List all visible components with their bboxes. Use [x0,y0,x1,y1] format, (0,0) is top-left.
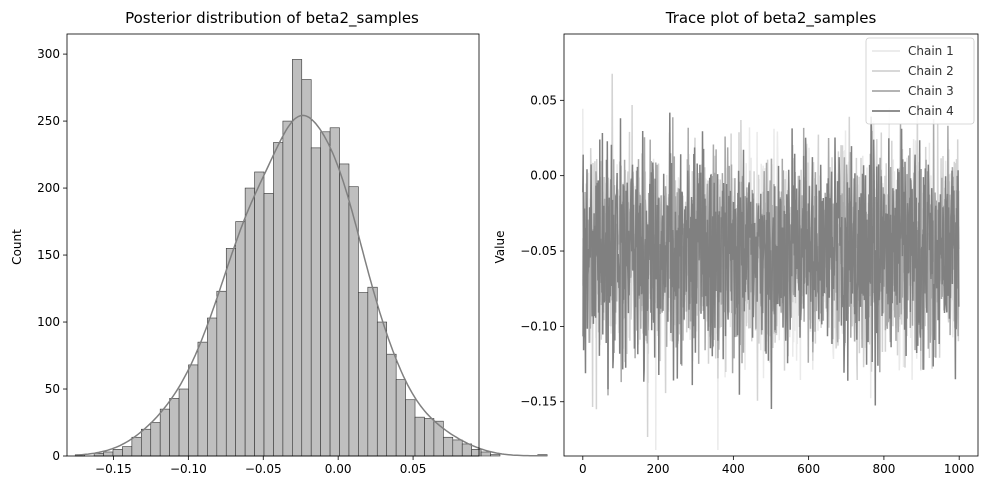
histogram-ylabel: Count [10,229,24,265]
x-tick-label: 0.00 [325,462,352,476]
kde-curve [75,114,548,457]
x-tick-label: 400 [722,462,745,476]
y-tick-label: 0 [52,449,60,463]
histogram-bar [254,171,265,457]
histogram-bar [414,416,425,457]
trace-panel: Trace plot of beta2_samples Value 0 200 40… [493,9,979,476]
trace-ylabel: Value [493,231,507,264]
histogram-bar [386,353,397,457]
histogram-bar [150,422,161,457]
y-tick-label: 0.00 [530,169,557,183]
x-tick-label: 800 [872,462,895,476]
y-tick-label: 50 [45,382,60,396]
histogram-y-ticks: 0 50 100 150 200 250 300 [37,47,67,463]
histogram-panel: Posterior distribution of beta2_samples … [10,9,548,476]
histogram-bar [376,321,388,457]
trace-title: Trace plot of beta2_samples [665,9,877,28]
histogram-bar [367,286,378,457]
trace-y-ticks: −0.15 −0.10 −0.05 0.00 0.05 [520,93,564,409]
histogram-bar [480,451,491,457]
trace-line-chain-4 [582,112,960,410]
histogram-bar [244,187,255,457]
x-tick-label: 1000 [944,462,975,476]
y-tick-label: 300 [37,47,60,61]
legend-label: Chain 1 [908,44,954,58]
histogram-bar [320,131,331,457]
histogram-bar [188,364,199,457]
histogram-title: Posterior distribution of beta2_samples [125,9,419,28]
y-tick-label: −0.10 [520,319,557,333]
histogram-bar [329,127,340,457]
histogram-bar [216,290,227,457]
x-tick-label: −0.15 [95,462,132,476]
trace-lines [582,73,960,451]
histogram-bar [141,428,152,457]
legend-box [865,37,975,125]
histogram-plot-frame [66,33,480,457]
histogram-bar [225,248,236,457]
histogram-bar [159,408,170,457]
y-tick-label: −0.05 [520,244,557,258]
histogram-bar [452,439,463,457]
histogram-bar [169,398,180,457]
histogram-bar [424,418,435,457]
legend-label: Chain 4 [908,104,954,118]
histogram-bar [178,388,189,457]
histogram-bar [301,79,312,457]
histogram-bar [490,454,501,457]
histogram-x-ticks: −0.15 −0.10 −0.05 0.00 0.05 [95,456,426,476]
y-tick-label: −0.15 [520,395,557,409]
trace-x-ticks: 0 200 400 600 800 1000 [579,456,974,476]
x-tick-label: 200 [647,462,670,476]
histogram-bar [112,449,123,457]
trace-legend: Chain 1 Chain 2 Chain 3 Chain 4 [865,37,975,125]
histogram-bar [131,436,142,457]
histogram-bar [263,193,274,457]
x-tick-label: −0.05 [245,462,282,476]
histogram-bar [443,436,454,457]
histogram-bar [405,399,416,457]
histogram-bar [273,142,284,457]
histogram-bar [358,292,369,457]
x-tick-label: 0 [579,462,587,476]
histogram-bar [310,147,321,457]
histogram-bar [235,221,246,457]
histogram-bar [461,443,472,457]
histogram-bar [197,341,208,457]
legend-label: Chain 2 [908,64,954,78]
y-tick-label: 250 [37,114,60,128]
x-tick-label: 600 [797,462,820,476]
x-tick-label: 0.05 [400,462,427,476]
legend-label: Chain 3 [908,84,954,98]
histogram-bar [103,451,114,457]
histogram-bar [395,379,406,457]
trace-plot-frame [563,33,979,457]
histogram-bar [471,449,482,457]
histogram-bar [207,317,218,457]
histogram-bar [122,446,133,457]
histogram-bar [339,163,350,457]
y-tick-label: 150 [37,248,60,262]
y-tick-label: 0.05 [530,93,557,107]
histogram-bar [282,120,293,457]
y-tick-label: 100 [37,315,60,329]
histogram-bar [433,420,444,457]
x-tick-label: −0.10 [170,462,207,476]
y-tick-label: 200 [37,181,60,195]
